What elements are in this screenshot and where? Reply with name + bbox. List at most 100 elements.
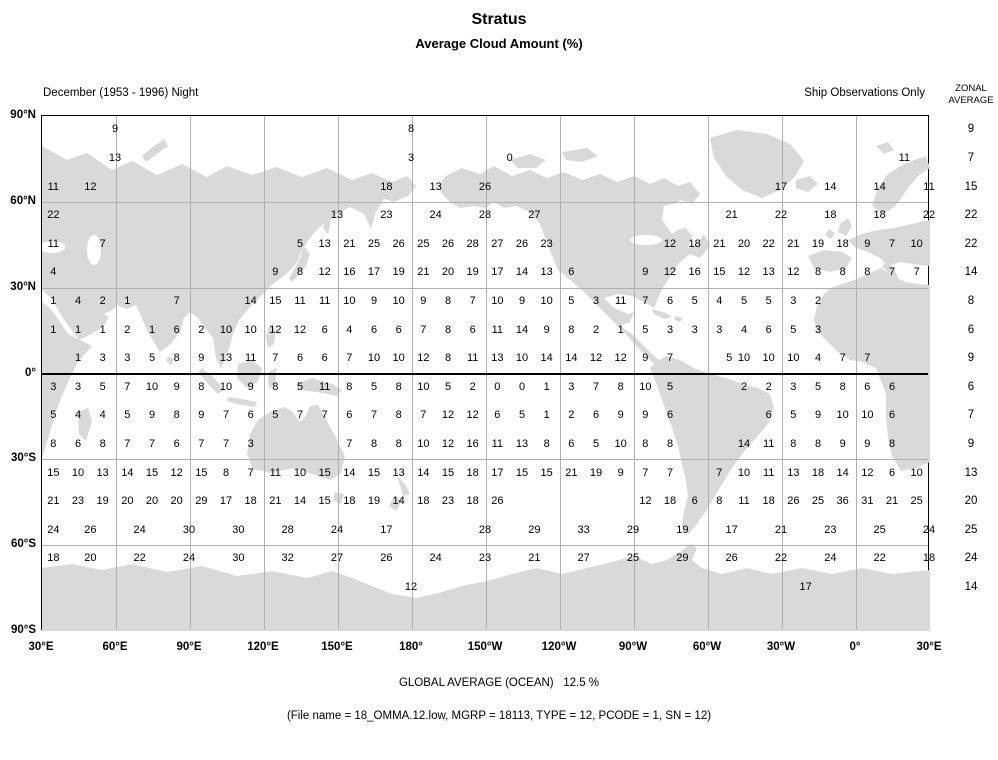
cell-value: 19 [392,266,405,279]
cell-value: 26 [441,237,455,250]
cell-value: 21 [885,495,899,508]
cell-value: 31 [861,495,874,508]
cell-value: 9 [370,294,378,307]
cell-value: 21 [528,552,541,565]
cell-value: 3 [790,380,797,393]
cell-value: 26 [515,237,529,250]
global-average-label: GLOBAL AVERAGE (OCEAN) 12.5 % [398,677,600,689]
cell-value: 2 [469,380,476,393]
cell-value: 14 [515,323,529,336]
cell-value: 7 [642,294,649,307]
cell-value: 11 [47,237,60,250]
cell-value: 26 [491,495,504,508]
persian-gulf [104,307,125,318]
cell-value: 5 [740,294,748,307]
cell-value: 19 [466,266,479,279]
cell-value: 30 [232,523,245,536]
cell-value: 3 [247,438,254,451]
cell-value: 7 [222,409,230,422]
cell-value: 26 [725,552,738,565]
x-axis-tick-label: 120°E [247,641,279,653]
cell-value: 9 [642,409,649,422]
cell-value: 28 [466,237,479,250]
x-axis-tick-label: 150°W [467,641,503,653]
cell-value: 6 [765,323,772,336]
cell-value: 18 [811,466,825,479]
cell-value: 12 [861,466,874,479]
cell-value: 5 [272,409,279,422]
cell-value: 19 [96,495,109,508]
zonal-average-header-line1: ZONAL [955,83,987,94]
cell-value: 10 [71,466,85,479]
landmass-south-america [650,356,774,534]
cell-value: 19 [367,495,381,508]
cell-value: 5 [444,380,452,393]
x-axis-tick-label: 60°W [692,641,722,653]
island-sakhalin [323,212,331,234]
cell-value: 1 [50,294,57,307]
cell-value: 9 [814,409,822,422]
cell-value: 29 [528,523,541,536]
cell-value: 8 [839,380,846,393]
cell-value: 15 [145,466,159,479]
cell-value: 3 [716,323,723,336]
cell-value: 7 [346,352,353,365]
cell-value: 11 [294,294,306,307]
cell-value: 4 [74,409,82,422]
zonal-average-value: 14 [964,581,978,594]
cell-value: 25 [910,495,923,508]
cell-value: 8 [568,323,575,336]
cell-value: 10 [244,323,257,336]
cell-value: 6 [173,438,180,451]
island-iceland [796,176,818,192]
cell-value: 12 [466,409,479,422]
cell-value: 7 [716,466,723,479]
cell-value: 17 [380,523,393,536]
cell-value: 15 [515,466,529,479]
landmass-east-africa [42,302,92,458]
cell-value: 11 [762,438,775,451]
cell-value: 2 [765,380,772,393]
cell-value: 10 [836,409,849,422]
cell-value: 4 [50,266,57,279]
cell-value: 29 [626,523,640,536]
cell-value: 21 [269,495,282,508]
cell-value: 5 [726,352,733,365]
cell-value: 7 [913,266,920,279]
cell-value: 6 [370,323,378,336]
cell-value: 5 [148,352,156,365]
cell-value: 12 [441,438,455,451]
cell-value: 1 [617,323,624,336]
cell-value: 5 [518,409,526,422]
cell-value: 14 [737,438,751,451]
cell-value: 24 [429,209,442,222]
cell-value: 21 [417,266,430,279]
cell-value: 5 [592,438,600,451]
cell-value: 13 [787,466,800,479]
zonal-average-value: 13 [964,466,978,479]
cell-value: 36 [836,495,849,508]
cell-value: 8 [198,380,205,393]
cell-value: 8 [50,438,57,451]
cell-value: 22 [47,209,60,222]
cell-value: 3 [666,323,674,336]
cell-value: 18 [873,209,886,222]
landmass-eurasia [42,146,416,368]
cell-value: 3 [74,380,82,393]
cell-value: 21 [787,237,800,250]
cell-value: 1 [74,352,82,365]
cell-value: 4 [346,323,353,336]
cell-value: 18 [417,495,430,508]
landmass-scandinavia [872,156,930,213]
cell-value: 6 [864,380,871,393]
cell-value: 6 [765,409,772,422]
cell-value: 9 [543,323,550,336]
y-axis-tick-label: 60°N [10,194,36,207]
cell-value: 8 [444,352,452,365]
cell-value: 27 [491,237,504,250]
cell-value: 27 [330,552,344,565]
cell-value: 15 [318,495,331,508]
cell-value: 18 [922,552,936,565]
cell-value: 7 [888,266,896,279]
cell-value: 10 [910,466,923,479]
